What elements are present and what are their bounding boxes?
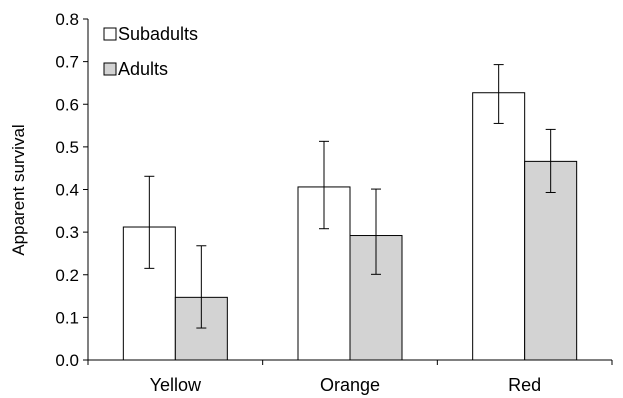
x-tick-label: Orange <box>320 375 380 395</box>
legend-swatch <box>103 27 117 41</box>
y-tick-label: 0.0 <box>55 351 79 370</box>
chart-error-bars <box>144 64 556 329</box>
legend-swatch <box>103 62 117 76</box>
chart-tick-labels: 0.0 0.1 0.2 0.3 0.4 0.5 0.6 0.7 0.8 Yellow Orange R… <box>55 10 541 395</box>
chart-legend: Subadults Adults <box>103 24 198 79</box>
y-tick-label: 0.4 <box>55 181 79 200</box>
x-tick-label: Red <box>508 375 541 395</box>
y-tick-label: 0.2 <box>55 266 79 285</box>
y-tick-label: 0.5 <box>55 138 79 157</box>
legend-label: Adults <box>118 59 168 79</box>
y-axis-label: Apparent survival <box>9 124 28 255</box>
legend-label: Subadults <box>118 24 198 44</box>
y-tick-label: 0.7 <box>55 53 79 72</box>
chart-bars <box>122 92 578 361</box>
y-tick-label: 0.3 <box>55 223 79 242</box>
y-tick-label: 0.6 <box>55 95 79 114</box>
y-tick-label: 0.1 <box>55 308 79 327</box>
x-tick-label: Yellow <box>150 375 202 395</box>
bar <box>472 92 526 361</box>
bar <box>524 160 578 361</box>
y-tick-label: 0.8 <box>55 10 79 29</box>
